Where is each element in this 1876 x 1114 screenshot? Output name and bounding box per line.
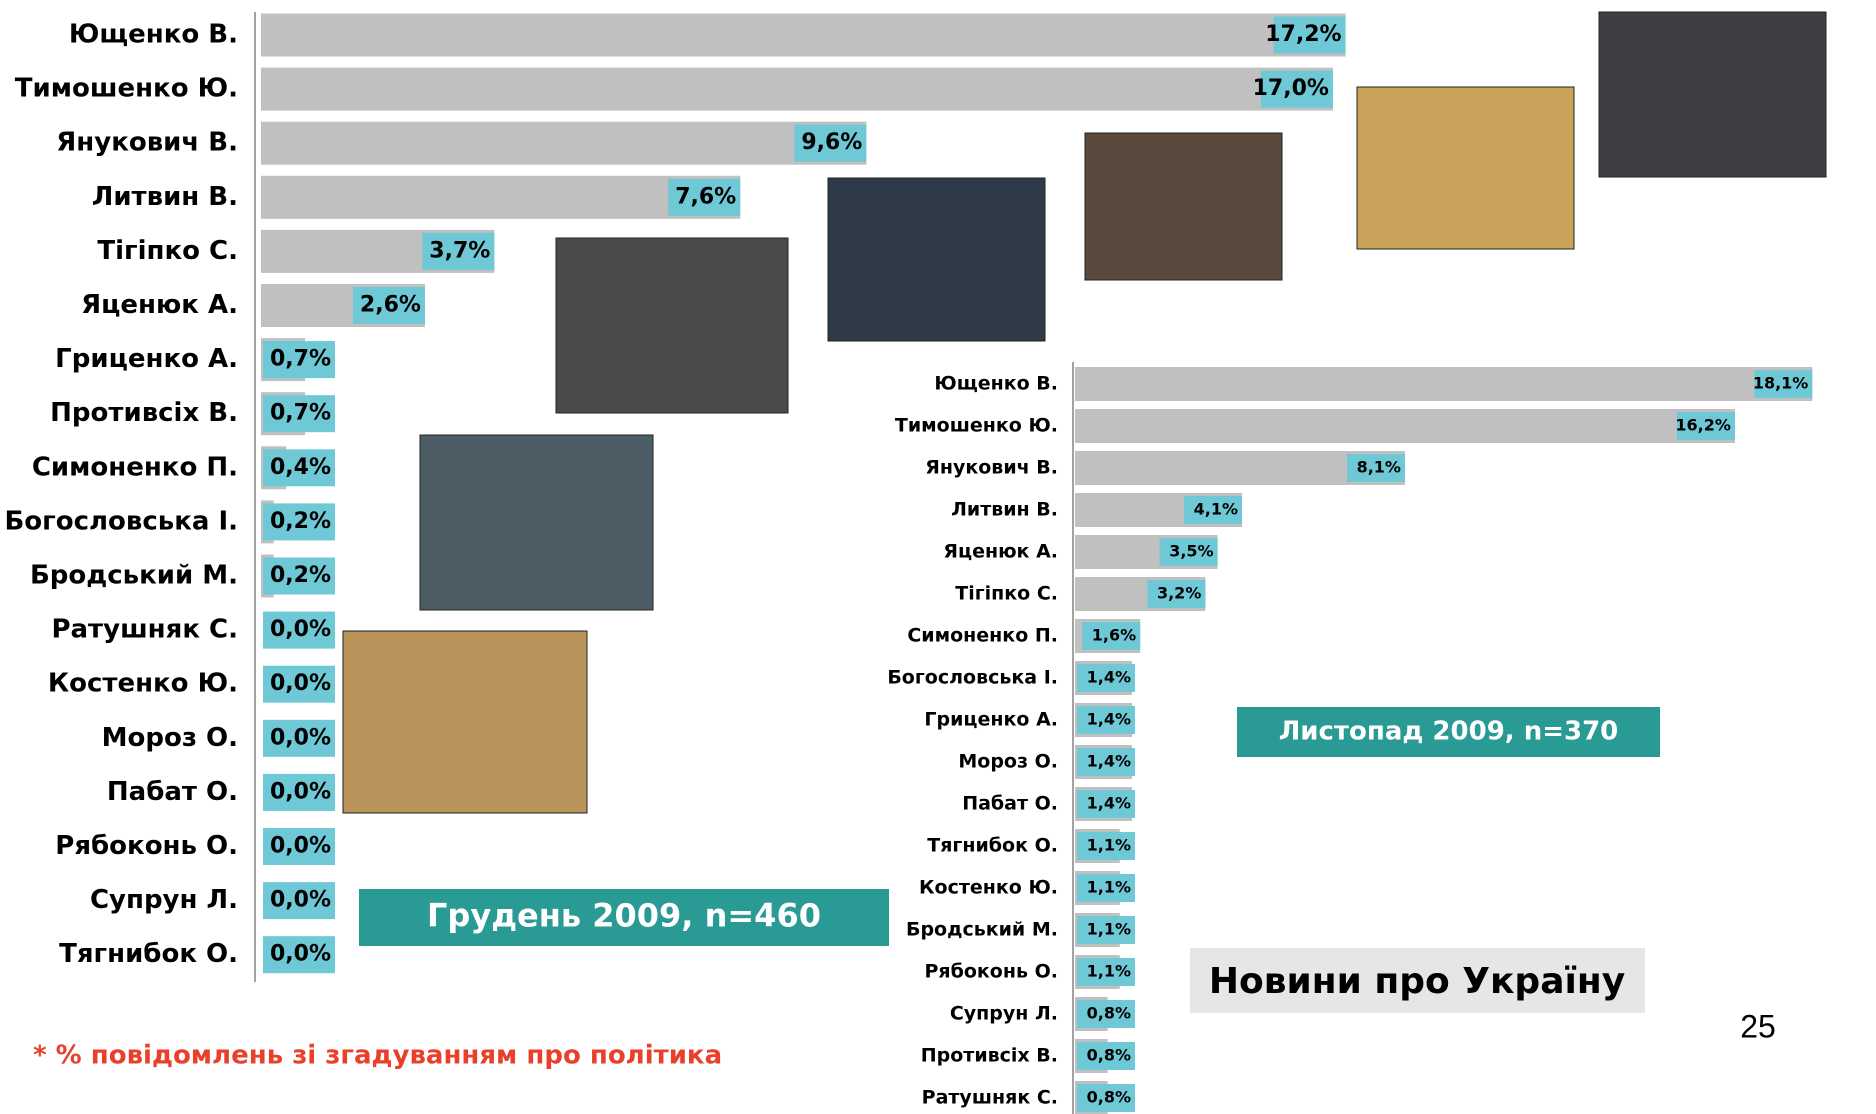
y-tick-label: Симоненко П. [907,625,1058,647]
bar [261,122,866,165]
value-label: 1,1% [1087,920,1131,939]
y-tick-label: Литвин В. [951,499,1058,521]
y-tick-label: Бродський М. [906,919,1058,941]
chart-title: Листопад 2009, n=370 [1279,717,1619,747]
value-label: 0,8% [1087,1004,1131,1023]
y-tick-label: Ратушняк С. [922,1087,1058,1109]
value-label: 3,7% [429,238,490,263]
value-label: 1,6% [1092,626,1136,645]
y-tick-label: Ратушняк С. [51,615,238,645]
y-tick-label: Мороз О. [102,723,238,753]
y-tick-label: Противсіх В. [921,1045,1058,1067]
value-label: 17,0% [1253,76,1329,101]
chart: Новини про Україну * % повідомлень зі зг… [0,0,1876,1114]
value-label: 16,2% [1675,416,1731,435]
photo [343,631,587,813]
value-label: 0,2% [270,563,331,588]
y-tick-label: Литвин В. [92,182,238,212]
photo [828,178,1045,341]
value-label: 8,1% [1357,458,1401,477]
photo [556,238,788,413]
y-tick-label: Тігіпко С. [955,583,1058,605]
value-label: 0,0% [270,671,331,696]
page: {"chart_data": [ {"type": "bar", "orient… [0,0,1876,1114]
y-tick-label: Яценюк А. [943,541,1058,563]
bar [1075,367,1812,401]
bar [261,14,1346,57]
y-tick-label: Гриценко А. [55,344,238,374]
value-label: 1,4% [1087,794,1131,813]
y-tick-label: Супрун Л. [950,1003,1058,1025]
y-tick-label: Пабат О. [107,777,238,807]
y-tick-label: Мороз О. [958,751,1058,773]
chart-title: Грудень 2009, n=460 [427,897,821,935]
photo [1085,133,1282,280]
value-label: 1,1% [1087,962,1131,981]
value-label: 0,8% [1087,1046,1131,1065]
value-label: 1,4% [1087,668,1131,687]
value-label: 0,0% [270,834,331,859]
value-label: 9,6% [801,130,862,155]
value-label: 1,4% [1087,752,1131,771]
value-label: 2,6% [360,293,421,318]
value-label: 0,0% [270,779,331,804]
y-tick-label: Ющенко В. [934,373,1058,395]
y-tick-label: Тягнибок О. [927,835,1058,857]
bar [1075,409,1735,443]
value-label: 0,0% [270,888,331,913]
photo [420,435,653,610]
y-tick-label: Тимошенко Ю. [15,74,238,104]
value-label: 0,2% [270,509,331,534]
photo [1599,12,1826,177]
y-tick-label: Богословська І. [887,667,1058,689]
photo [1357,87,1574,249]
footnote: * % повідомлень зі згадуванням про політ… [33,1041,722,1071]
y-tick-label: Янукович В. [56,128,238,158]
value-label: 18,1% [1753,374,1809,393]
y-tick-label: Тимошенко Ю. [895,415,1058,437]
value-label: 0,0% [270,725,331,750]
y-tick-label: Тягнибок О. [59,939,238,969]
value-label: 3,2% [1157,584,1201,603]
y-tick-label: Гриценко А. [924,709,1058,731]
y-tick-label: Противсіх В. [50,398,238,428]
page-number: 25 [1740,1008,1776,1044]
value-label: 0,8% [1087,1088,1131,1107]
header-title: Новини про Україну [1209,961,1625,1002]
value-label: 0,0% [270,942,331,967]
value-label: 0,0% [270,617,331,642]
value-label: 7,6% [675,184,736,209]
value-label: 0,7% [270,401,331,426]
bar [261,68,1333,111]
value-label: 1,1% [1087,836,1131,855]
value-label: 1,1% [1087,878,1131,897]
value-label: 0,7% [270,347,331,372]
y-tick-label: Костенко Ю. [48,669,238,699]
y-tick-label: Пабат О. [962,793,1058,815]
value-label: 3,5% [1169,542,1213,561]
value-label: 4,1% [1194,500,1238,519]
y-tick-label: Тігіпко С. [97,236,238,266]
value-label: 17,2% [1265,22,1341,47]
y-tick-label: Бродський М. [30,561,238,591]
value-label: 1,4% [1087,710,1131,729]
y-tick-label: Супрун Л. [90,885,238,915]
value-label: 0,4% [270,455,331,480]
y-tick-label: Богословська І. [4,506,238,536]
y-tick-label: Ющенко В. [69,20,238,50]
y-tick-label: Рябоконь О. [55,831,238,861]
y-tick-label: Костенко Ю. [919,877,1058,899]
y-tick-label: Рябоконь О. [924,961,1058,983]
y-tick-label: Янукович В. [925,457,1058,479]
y-tick-label: Симоненко П. [32,452,238,482]
y-tick-label: Яценюк А. [81,290,238,320]
